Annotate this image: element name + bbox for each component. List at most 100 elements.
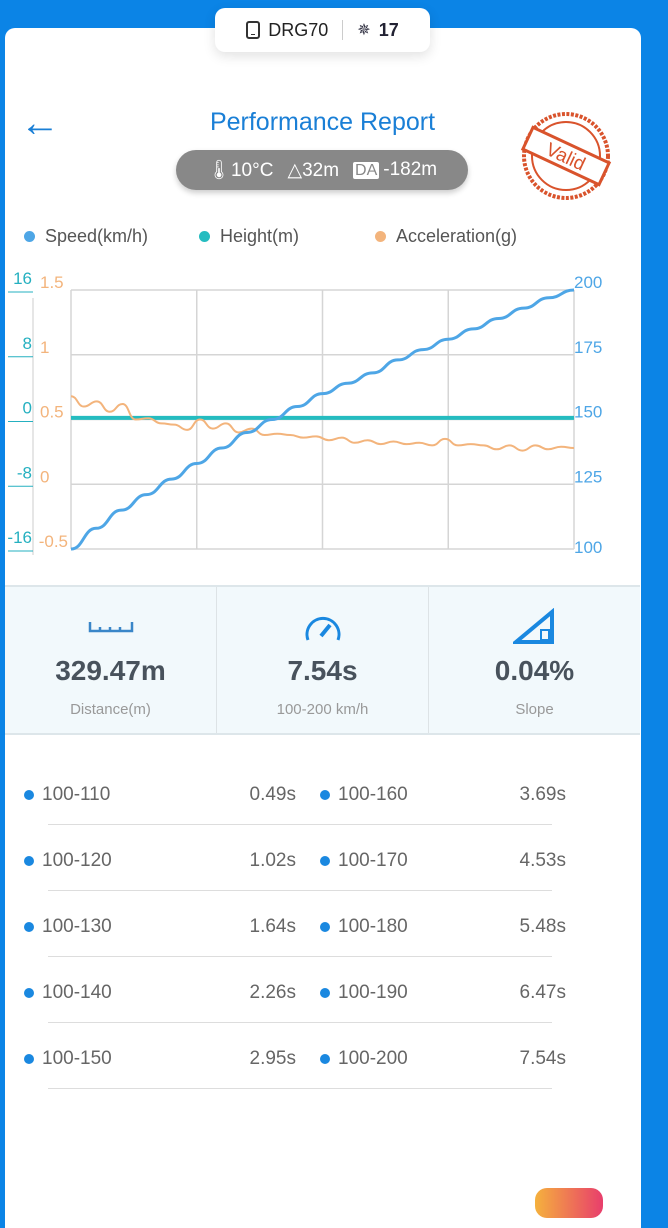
acceleration-tick-label: 0 bbox=[40, 467, 49, 486]
legend-label: Height(m) bbox=[220, 226, 300, 246]
acceleration-tick-label: 1.5 bbox=[40, 273, 64, 292]
performance-chart: 16 8 0 -8 -16 1.5 1 0.5 0 -0.5 200 175 150 125 100 bbox=[7, 269, 602, 557]
height-tick-label: -16 bbox=[7, 528, 32, 547]
share-button[interactable] bbox=[535, 1188, 603, 1218]
row-divider bbox=[48, 824, 552, 825]
stat-label: Distance(m) bbox=[70, 701, 151, 718]
speed-tick-label: 175 bbox=[574, 338, 602, 357]
legend-label: Acceleration(g) bbox=[396, 226, 518, 246]
bullet-icon bbox=[24, 988, 34, 998]
page-title: Performance Report bbox=[209, 108, 436, 136]
row-divider bbox=[48, 1022, 552, 1023]
stat-label: Slope bbox=[515, 701, 554, 718]
height-tick-label: 0 bbox=[23, 399, 32, 418]
legend-speed: Speed(km/h) bbox=[24, 226, 199, 247]
mountain-icon: △ bbox=[287, 159, 303, 181]
split-time: 1.64s bbox=[249, 916, 296, 937]
split-range: 100-170 bbox=[320, 841, 408, 881]
valid-stamp: Valid bbox=[520, 112, 612, 200]
split-time: 6.47s bbox=[519, 982, 566, 1003]
split-range: 100-110 bbox=[24, 775, 110, 815]
split-times-table: 100-110 0.49s 100-160 3.69s 100-120 1.02s 100-… bbox=[24, 775, 594, 1105]
split-range: 100-140 bbox=[24, 973, 112, 1013]
split-range-label: 100-160 bbox=[338, 784, 408, 805]
speed-tick-label: 150 bbox=[574, 403, 602, 422]
table-row: 100-110 0.49s 100-160 3.69s bbox=[24, 775, 594, 841]
device-name: DRG70 bbox=[268, 19, 329, 40]
temperature: 10°C bbox=[230, 160, 274, 181]
split-time: 2.95s bbox=[249, 1048, 296, 1069]
acceleration-tick-label: 1 bbox=[40, 338, 49, 357]
height-tick-label: -8 bbox=[17, 463, 32, 482]
acceleration-tick-label: 0.5 bbox=[40, 403, 64, 422]
split-range-label: 100-110 bbox=[42, 784, 111, 805]
legend-label: Speed(km/h) bbox=[45, 226, 149, 246]
bullet-icon bbox=[320, 1054, 330, 1064]
split-range-label: 100-130 bbox=[42, 916, 112, 937]
bullet-icon bbox=[24, 922, 34, 932]
row-divider bbox=[48, 1088, 552, 1089]
bullet-icon bbox=[320, 988, 330, 998]
stat-value: 329.47m bbox=[55, 655, 166, 686]
bullet-icon bbox=[320, 856, 330, 866]
split-range-label: 100-120 bbox=[42, 850, 112, 871]
acceleration-tick-label: -0.5 bbox=[39, 532, 68, 551]
split-range-label: 100-200 bbox=[338, 1048, 408, 1069]
density-altitude: -182m bbox=[383, 159, 438, 180]
stat-distance: 329.47m Distance(m) bbox=[5, 587, 217, 733]
stat-label: 100-200 km/h bbox=[276, 701, 369, 718]
da-icon: DA bbox=[353, 162, 380, 179]
split-range-label: 100-180 bbox=[338, 916, 408, 937]
split-range-label: 100-170 bbox=[338, 850, 408, 871]
split-range: 100-120 bbox=[24, 841, 112, 881]
speed-tick-label: 200 bbox=[574, 273, 602, 292]
table-row: 100-150 2.95s 100-200 7.54s bbox=[24, 1039, 594, 1105]
table-row: 100-130 1.64s 100-180 5.48s bbox=[24, 907, 594, 973]
split-range-label: 100-190 bbox=[338, 982, 408, 1003]
table-row: 100-140 2.26s 100-190 6.47s bbox=[24, 973, 594, 1039]
split-time: 2.26s bbox=[249, 982, 296, 1003]
split-range-label: 100-150 bbox=[42, 1048, 112, 1069]
split-time: 4.53s bbox=[519, 850, 566, 871]
satellite-icon: ✵ bbox=[357, 22, 371, 39]
stat-value: 0.04% bbox=[494, 655, 575, 686]
device-icon bbox=[246, 21, 261, 39]
stat-value: 7.54s bbox=[287, 655, 358, 686]
speed-tick-label: 125 bbox=[574, 467, 602, 486]
split-range: 100-190 bbox=[320, 973, 408, 1013]
split-time: 7.54s bbox=[519, 1048, 566, 1069]
split-time: 0.49s bbox=[249, 784, 296, 805]
device-status-pill: DRG70 ✵ 17 bbox=[215, 8, 430, 52]
split-range: 100-160 bbox=[320, 775, 408, 815]
speed-line bbox=[70, 288, 575, 551]
back-arrow-icon[interactable]: ← bbox=[20, 101, 60, 145]
split-time: 1.02s bbox=[249, 850, 296, 871]
conditions-badge: 🌡︎10°C △32m DA -182m bbox=[176, 150, 468, 190]
row-divider bbox=[48, 890, 552, 891]
thermometer-icon: 🌡︎ bbox=[206, 160, 231, 181]
stats-panel: 329.47m Distance(m) 7.54s 100-200 km/h 0… bbox=[5, 585, 640, 735]
split-range: 100-130 bbox=[24, 907, 112, 947]
split-time: 5.48s bbox=[519, 916, 566, 937]
slope-icon bbox=[429, 605, 640, 649]
chart-legend: Speed(km/h) Height(m) Acceleration(g) bbox=[24, 226, 517, 247]
speedometer-icon bbox=[217, 605, 428, 649]
bullet-icon bbox=[320, 922, 330, 932]
bullet-icon bbox=[24, 1054, 34, 1064]
height-dot bbox=[199, 231, 210, 242]
legend-acceleration: Acceleration(g) bbox=[375, 226, 517, 247]
speed-dot bbox=[24, 231, 35, 242]
altitude: 32m bbox=[302, 159, 340, 181]
bullet-icon bbox=[24, 856, 34, 866]
table-row: 100-120 1.02s 100-170 4.53s bbox=[24, 841, 594, 907]
satellite-count: 17 bbox=[378, 19, 399, 40]
height-tick-label: 8 bbox=[23, 334, 32, 353]
stat-time: 7.54s 100-200 km/h bbox=[217, 587, 429, 733]
acceleration-line bbox=[70, 395, 575, 452]
legend-height: Height(m) bbox=[199, 226, 375, 247]
split-range-label: 100-140 bbox=[42, 982, 112, 1003]
height-tick-label: 16 bbox=[13, 269, 32, 288]
row-divider bbox=[48, 956, 552, 957]
split-range: 100-180 bbox=[320, 907, 408, 947]
ruler-icon bbox=[5, 605, 216, 649]
